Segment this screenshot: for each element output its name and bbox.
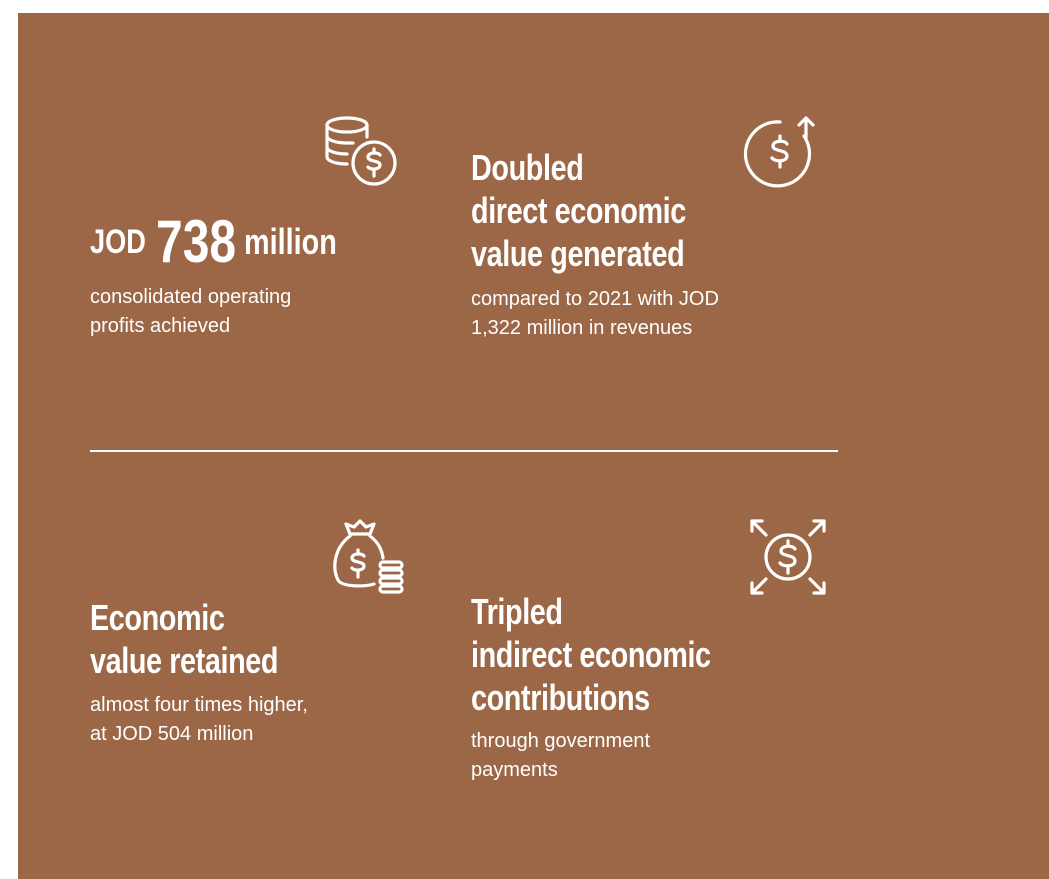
title-line: indirect economic: [471, 634, 711, 675]
title-line: direct economic: [471, 190, 686, 231]
description-line: 1,322 million in revenues: [471, 317, 693, 339]
description-line: profits achieved: [90, 315, 231, 337]
growth-icon: [743, 116, 815, 188]
description-line: almost four times higher,: [90, 694, 308, 716]
money-bag-icon: [333, 519, 404, 594]
headline-number: 738: [155, 208, 237, 275]
coins-icon: [325, 116, 397, 186]
card-title: Doubled direct economic value generated: [471, 146, 686, 275]
title-line: Economic: [90, 597, 225, 638]
description-line: payments: [471, 759, 558, 781]
description: compared to 2021 with JOD 1,322 million …: [471, 285, 719, 343]
headline-suffix: million: [244, 221, 337, 262]
description-line: at JOD 504 million: [90, 723, 254, 745]
distribution-icon: [750, 519, 826, 595]
title-line: value retained: [90, 640, 279, 681]
description: consolidated operating profits achieved: [90, 283, 291, 341]
description-line: compared to 2021 with JOD: [471, 288, 719, 310]
divider: [90, 450, 838, 452]
card-title: Economic value retained: [90, 596, 278, 682]
description: almost four times higher, at JOD 504 mil…: [90, 691, 308, 749]
description: through government payments: [471, 727, 650, 785]
headline: JOD 738 million: [90, 208, 360, 275]
title-line: contributions: [471, 677, 650, 718]
title-line: Doubled: [471, 147, 584, 188]
description-line: consolidated operating: [90, 286, 292, 308]
description-line: through government: [471, 730, 651, 752]
panel: [18, 13, 1049, 879]
title-line: value generated: [471, 233, 685, 274]
headline-prefix: JOD: [90, 223, 146, 261]
title-line: Tripled: [471, 591, 563, 632]
card-title: Tripled indirect economic contributions: [471, 590, 711, 719]
